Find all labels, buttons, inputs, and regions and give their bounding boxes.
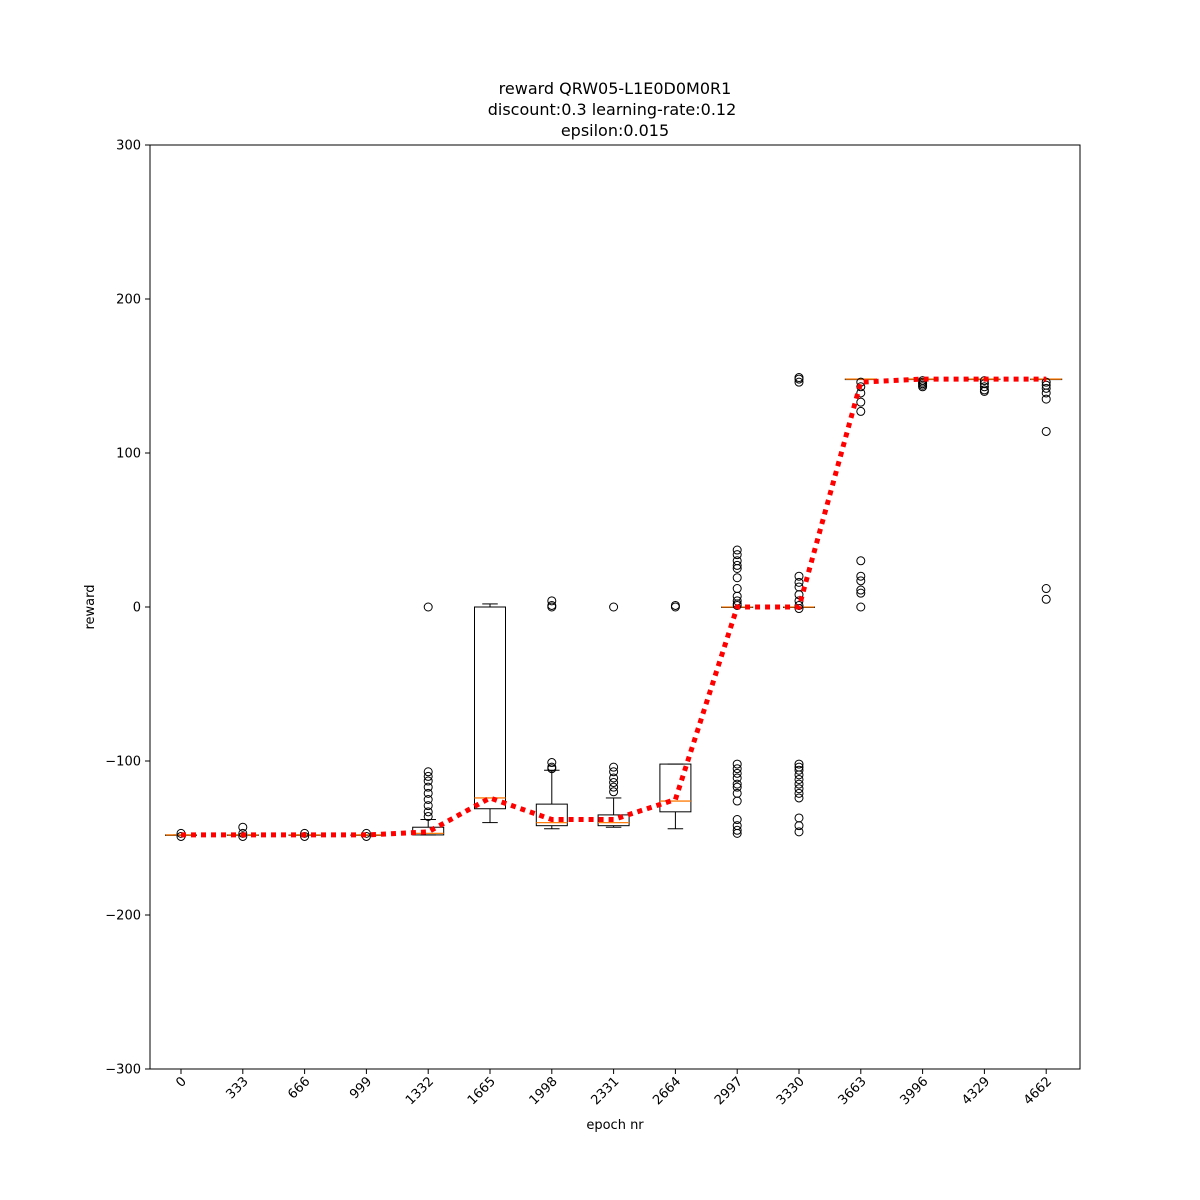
outlier-point [794, 765, 804, 775]
outlier-point [547, 764, 557, 774]
outlier-point [732, 545, 742, 555]
outlier-point [918, 382, 928, 392]
iqr-box [659, 763, 692, 813]
outlier-point [609, 787, 619, 797]
outlier-point [609, 767, 619, 777]
outlier-point [856, 382, 866, 392]
outlier-point [609, 778, 619, 788]
outlier-point [732, 560, 742, 570]
iqr-box [597, 814, 630, 827]
outlier-point [609, 762, 619, 772]
box-group [659, 600, 692, 830]
outlier-point [856, 588, 866, 598]
chart-title-line-2: discount:0.3 learning-rate:0.12 [488, 100, 737, 119]
mean-line [181, 376, 1047, 838]
outlier-point [423, 795, 433, 804]
outlier-point [979, 386, 989, 396]
outlier-point [423, 782, 433, 792]
outlier-point [423, 807, 433, 817]
outlier-point [670, 600, 680, 610]
box-group [474, 603, 506, 824]
mean-line-layer [181, 376, 1047, 838]
outlier-point [1041, 426, 1051, 436]
outlier-point [856, 602, 866, 612]
outlier-point [423, 602, 433, 612]
outlier-point [732, 764, 742, 774]
outlier-point [732, 825, 742, 835]
outlier-point [794, 374, 804, 384]
outlier-point [423, 811, 433, 821]
y-tick-label: 300 [116, 139, 141, 154]
outlier-point [423, 801, 433, 811]
outlier-point [794, 821, 804, 831]
y-tick-label: 200 [116, 293, 141, 308]
iqr-box [535, 803, 568, 827]
y-tick-label: −300 [105, 1063, 141, 1078]
outlier-point [732, 773, 742, 783]
outlier-point [732, 815, 742, 825]
y-tick-label: 100 [116, 447, 141, 462]
outlier-point [547, 596, 557, 606]
outlier-point [794, 759, 804, 769]
outlier-point [609, 773, 619, 783]
outlier-point [1041, 584, 1051, 594]
outlier-point [856, 397, 866, 407]
outlier-point [794, 774, 804, 784]
outlier-point [794, 377, 804, 387]
box-group [597, 602, 630, 828]
y-tick-label: −200 [105, 909, 141, 924]
box-group [535, 596, 568, 830]
box-group [412, 602, 445, 836]
y-axis: −300 −200 −100 0 100 200 300 [105, 139, 150, 1078]
outlier-point [856, 576, 866, 586]
outlier-point [979, 382, 989, 392]
outlier-point [423, 776, 433, 786]
outlier-point [794, 577, 804, 587]
outlier-point [423, 771, 433, 781]
y-tick-label: 0 [133, 601, 141, 616]
outlier-point [794, 784, 804, 794]
outlier-point [238, 822, 248, 832]
outlier-point [609, 782, 619, 792]
outlier-point [547, 602, 557, 612]
outlier-point [732, 759, 742, 769]
y-axis-label: reward [83, 584, 98, 629]
outlier-point [794, 571, 804, 581]
outlier-point [794, 770, 804, 780]
outlier-point [732, 564, 742, 573]
outlier-point [609, 602, 619, 612]
iqr-box [474, 606, 506, 810]
outlier-point [856, 406, 866, 416]
x-axis-label: epoch nr [586, 1118, 644, 1133]
outlier-point [732, 796, 742, 806]
outlier-point [732, 782, 742, 792]
plot-area [149, 144, 1081, 1070]
outlier-point [1041, 388, 1051, 398]
outlier-point [732, 550, 742, 560]
outlier-point [547, 758, 557, 768]
chart-title-line-1: reward QRW05-L1E0D0M0R1 [499, 79, 732, 98]
outlier-point [856, 585, 866, 595]
outlier-point [1041, 594, 1051, 604]
outlier-point [794, 779, 804, 789]
outlier-point [794, 827, 804, 837]
outlier-point [1041, 383, 1051, 393]
y-tick-label: −100 [105, 755, 141, 770]
outlier-point [423, 767, 433, 777]
outlier-point [1041, 394, 1051, 404]
outlier-point [732, 828, 742, 838]
outlier-point [732, 573, 742, 583]
chart-title-line-3: epsilon:0.015 [561, 121, 669, 140]
outlier-point [856, 571, 866, 581]
outlier-point [794, 788, 804, 798]
outlier-point [732, 768, 742, 778]
outlier-point [856, 556, 866, 566]
outlier-point [732, 779, 742, 789]
outlier-point [423, 788, 433, 798]
outlier-point [794, 793, 804, 803]
